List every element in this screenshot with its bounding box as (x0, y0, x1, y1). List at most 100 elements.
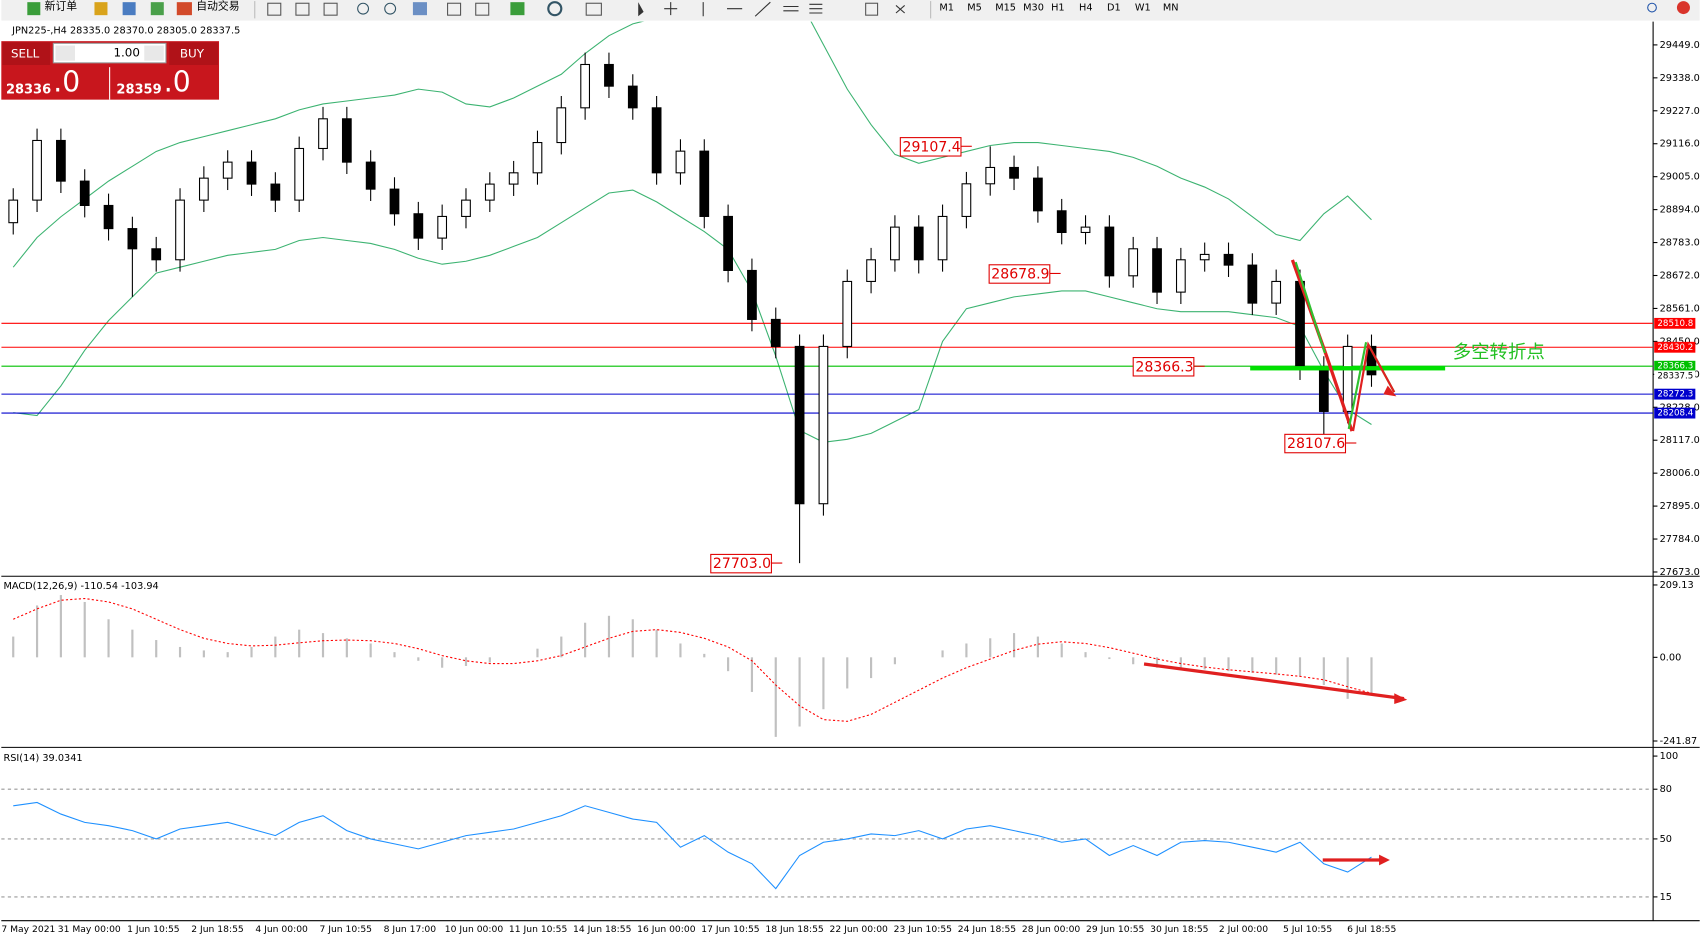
x-tick-label: 16 Jun 00:00 (637, 924, 696, 935)
timeframe[interactable]: M1 (939, 3, 954, 14)
timeframe[interactable]: H1 (1051, 3, 1065, 14)
icon[interactable] (547, 1, 563, 17)
icon[interactable] (384, 2, 397, 15)
icon[interactable] (122, 2, 136, 16)
macd-bar (1060, 643, 1063, 658)
macd-bar (274, 636, 277, 658)
candle-body (1199, 253, 1210, 261)
macd-bar (250, 646, 253, 658)
macd-bar (607, 615, 611, 658)
toolbar (1, 0, 1700, 21)
sell-label[interactable]: SELL (11, 47, 40, 61)
arrow-head (1379, 854, 1390, 866)
macd-bar (393, 652, 396, 658)
icon[interactable] (510, 2, 525, 16)
icon[interactable] (865, 2, 879, 16)
candle-body (79, 180, 90, 207)
buy-label[interactable]: BUY (180, 47, 205, 61)
icon[interactable] (27, 2, 41, 16)
spin-down[interactable] (55, 45, 75, 61)
icon[interactable] (585, 2, 602, 16)
icon[interactable] (447, 2, 462, 16)
icon[interactable] (664, 2, 678, 16)
y-tick-label: 29338.0 (1660, 73, 1700, 84)
candle-body (1009, 166, 1019, 179)
macd-bar (1251, 657, 1254, 673)
bid-price: 28336 (6, 82, 51, 97)
candle-body (437, 215, 448, 239)
timeframe[interactable]: D1 (1107, 3, 1121, 14)
y-tick-label: 100 (1660, 751, 1679, 762)
candle-body (341, 118, 352, 163)
candle-body (484, 183, 495, 201)
candle-body (198, 177, 209, 201)
candle-body (961, 183, 972, 217)
timeframe[interactable]: M30 (1023, 3, 1044, 14)
macd-bar (131, 629, 134, 658)
lot-value[interactable]: 1.00 (113, 46, 140, 60)
level-tag (1654, 388, 1696, 400)
spin-up[interactable] (144, 45, 164, 61)
macd-bar (107, 619, 110, 658)
new-order[interactable]: 新订单 (45, 0, 78, 12)
y-tick-label: 28561.0 (1660, 303, 1700, 314)
icon[interactable] (638, 2, 644, 17)
macd-bar (369, 643, 372, 658)
candle-body (818, 345, 829, 505)
macd-bar (488, 657, 491, 663)
price-label: 28678.9 (991, 267, 1049, 283)
timeframe[interactable]: H4 (1079, 3, 1093, 14)
icon[interactable] (267, 2, 282, 16)
candle-body (1152, 248, 1162, 293)
candle-body (627, 85, 638, 109)
icon[interactable] (412, 2, 427, 16)
icon[interactable] (150, 2, 164, 16)
timeframe[interactable]: MN (1163, 3, 1179, 14)
auto-trading[interactable]: 自动交易 (196, 0, 239, 12)
candle-body (1247, 264, 1258, 304)
macd-bar (727, 657, 730, 672)
price-label: 28107.6 (1287, 436, 1345, 452)
turning-point-note: 多空转折点 (1453, 342, 1545, 363)
turning-line (1250, 366, 1446, 371)
notification[interactable] (1676, 1, 1690, 15)
icon[interactable] (895, 5, 906, 14)
icon[interactable] (702, 1, 823, 17)
candle-body (723, 215, 733, 271)
signal-line (13, 597, 1372, 722)
icon[interactable] (475, 2, 490, 16)
candle-body (580, 63, 591, 109)
x-tick-label: 31 May 00:00 (58, 924, 121, 935)
candle-body (413, 213, 424, 239)
buy-button[interactable] (169, 42, 218, 65)
icon[interactable] (357, 2, 370, 15)
candle-body (699, 150, 710, 217)
macd-bar (822, 657, 825, 710)
candle-body (1318, 367, 1329, 412)
candle-body (103, 204, 114, 230)
x-tick-label: 18 Jun 18:55 (765, 924, 824, 935)
x-tick-label: 11 Jun 10:55 (509, 924, 568, 935)
macd-bar (798, 657, 801, 727)
level-tag (1654, 317, 1696, 329)
timeframe[interactable]: M5 (967, 3, 982, 14)
icon[interactable] (176, 2, 192, 16)
price-label: 27703.0 (713, 556, 771, 572)
y-tick-label: 50 (1660, 834, 1672, 845)
macd-bar (83, 601, 86, 658)
arrow-head (1383, 385, 1397, 397)
icon[interactable] (94, 2, 108, 16)
x-tick-label: 7 May 2021 (1, 924, 55, 935)
x-tick-label: 30 Jun 18:55 (1150, 924, 1209, 935)
macd-bar (989, 638, 992, 658)
x-tick-label: 2 Jul 00:00 (1219, 924, 1268, 935)
sell-button[interactable] (2, 42, 51, 65)
search[interactable] (1647, 2, 1657, 13)
icon[interactable] (323, 2, 338, 16)
candle-body (461, 199, 471, 217)
y-tick-label: 29449.0 (1660, 40, 1700, 51)
lot-input[interactable] (52, 42, 167, 64)
timeframe[interactable]: W1 (1135, 3, 1151, 14)
icon[interactable] (295, 2, 310, 16)
timeframe[interactable]: M15 (995, 3, 1016, 14)
